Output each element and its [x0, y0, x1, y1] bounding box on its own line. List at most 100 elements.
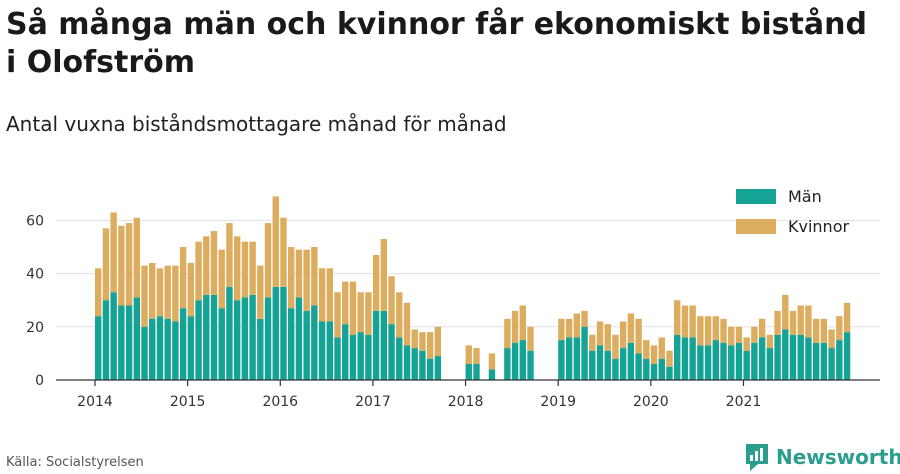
bar-women [743, 337, 750, 351]
bar-men [666, 366, 673, 380]
bar-women [226, 223, 233, 287]
bar-men [697, 345, 704, 380]
bar-women [589, 334, 596, 351]
bars [95, 196, 851, 380]
bar-men [396, 337, 403, 380]
bar-men [565, 337, 573, 380]
bar-men [110, 292, 117, 380]
bar-women [805, 305, 812, 338]
legend-label: Kvinnor [788, 217, 849, 236]
bar-men [357, 332, 364, 380]
bar-men [195, 300, 202, 380]
bar-women [303, 249, 310, 311]
x-axis: 2014 2015 2016 2017 2018 2019 2020 2021 [56, 379, 880, 410]
bar-men [264, 297, 272, 380]
bar-men [581, 326, 588, 380]
bar-men [249, 294, 256, 380]
bar-men [689, 337, 696, 380]
bar-women [674, 300, 681, 335]
bar-men [365, 334, 372, 380]
y-tick-label: 20 [26, 320, 44, 336]
bar-men [820, 342, 828, 380]
bar-women [581, 310, 588, 327]
bar-men [473, 364, 480, 380]
bar-women [434, 326, 442, 357]
bar-men [102, 300, 110, 380]
bar-men [342, 324, 349, 380]
bar-women [172, 265, 179, 322]
legend: Män Kvinnor [736, 187, 849, 236]
x-tick-label: 2019 [540, 394, 576, 410]
bar-women [774, 310, 781, 335]
bar-men [172, 321, 179, 380]
bar-men [295, 297, 303, 380]
bar-women [573, 313, 581, 338]
bar-women [95, 268, 102, 317]
x-tick-label: 2014 [77, 394, 113, 410]
bar-men [288, 308, 295, 380]
x-tick-label: 2018 [448, 394, 484, 410]
x-tick-label: 2015 [170, 394, 206, 410]
bar-men [805, 337, 812, 380]
bar-women [565, 318, 573, 338]
brand-logo: Newsworthy [744, 442, 900, 472]
bar-men [650, 364, 658, 380]
x-tick-label: 2017 [355, 394, 391, 410]
bar-women [627, 313, 635, 343]
bar-men [203, 294, 210, 380]
bar-women [635, 318, 642, 354]
bar-women [812, 318, 820, 343]
bar-men [828, 348, 835, 380]
bar-women [210, 231, 218, 295]
bar-women [712, 316, 719, 341]
bar-men [187, 316, 195, 380]
legend-label: Män [788, 187, 822, 206]
bar-men [728, 345, 735, 380]
bar-men [619, 348, 627, 380]
bar-men [372, 310, 380, 380]
bar-women [789, 310, 797, 335]
bar-women [604, 324, 611, 351]
bar-women [782, 294, 789, 330]
bar-women [797, 305, 804, 335]
bar-women [488, 353, 496, 370]
bar-women [187, 262, 195, 317]
bar-women [264, 223, 272, 298]
bar-men [612, 358, 619, 380]
bar-men [334, 337, 341, 380]
bar-women [133, 217, 140, 298]
bar-women [272, 196, 279, 287]
bar-women [828, 329, 835, 349]
bar-women [118, 225, 125, 306]
bar-women [388, 276, 395, 325]
bar-women [357, 292, 364, 333]
y-tick-label: 0 [35, 373, 44, 389]
bar-men [118, 305, 125, 380]
bar-women [751, 326, 758, 343]
bar-men [179, 308, 187, 380]
bar-women [612, 334, 619, 359]
bar-women [843, 302, 851, 333]
bar-men [604, 350, 611, 380]
y-tick-label: 60 [26, 213, 44, 229]
bar-men [218, 308, 225, 380]
bar-men [635, 353, 642, 380]
bar-men [704, 345, 712, 380]
bar-men [272, 286, 279, 380]
bar-men [519, 340, 526, 380]
bar-women [658, 337, 665, 359]
bar-men [774, 334, 781, 380]
bar-women [396, 292, 403, 338]
bar-men [388, 324, 395, 380]
bar-men [164, 318, 171, 380]
bar-women [666, 350, 673, 367]
bar-women [403, 302, 411, 346]
bar-women [156, 268, 164, 317]
brand-name: Newsworthy [776, 445, 900, 469]
bar-women [349, 281, 357, 335]
bar-men [758, 337, 766, 380]
bar-women [728, 326, 735, 346]
bar-women [295, 249, 303, 298]
bar-women [334, 292, 341, 338]
bar-women [596, 321, 604, 346]
